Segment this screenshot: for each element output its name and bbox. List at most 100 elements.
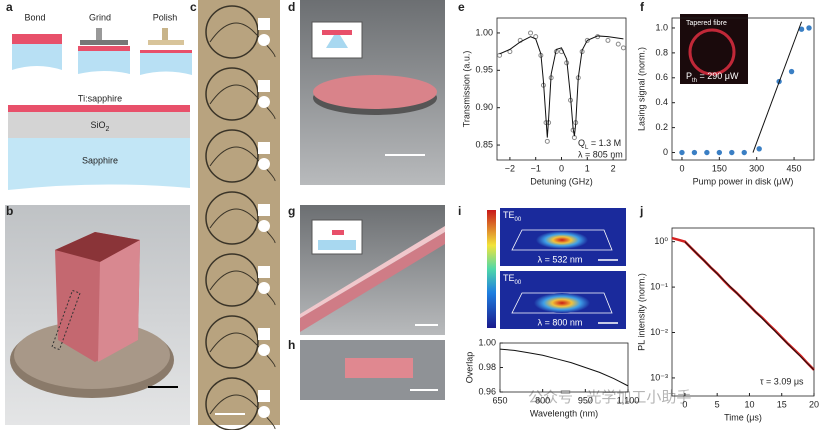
- x-tick-label: 15: [777, 399, 787, 409]
- x-tick-label: 800: [535, 395, 550, 405]
- panel-label: b: [6, 204, 13, 218]
- x-axis-label: Time (μs): [724, 412, 762, 422]
- layer: [8, 112, 190, 138]
- annotation: L: [585, 145, 589, 151]
- panel-b: [5, 205, 190, 425]
- ring: [205, 377, 259, 430]
- panel-h: [300, 340, 445, 400]
- inset-shape: [332, 230, 344, 235]
- layer: [12, 34, 62, 44]
- y-tick-label: 0.90: [475, 102, 493, 112]
- pad: [258, 328, 270, 340]
- data-point: [497, 52, 503, 58]
- inset-shape: [318, 240, 356, 250]
- waveguide: [209, 84, 276, 120]
- waveguide: [209, 394, 276, 430]
- data-point: [615, 41, 621, 47]
- watermark: 公众号 · 光学加工小助手: [528, 389, 691, 406]
- x-tick-label: 1,100: [617, 395, 640, 405]
- layer-label: SiO: [91, 120, 106, 130]
- pad: [258, 390, 270, 402]
- waveguide: [209, 332, 276, 368]
- x-tick-label: 950: [578, 395, 593, 405]
- ring: [205, 67, 259, 121]
- ring: [205, 253, 259, 307]
- panel-label: e: [458, 0, 465, 14]
- inset-shape: [326, 35, 348, 48]
- data-point: [679, 149, 685, 156]
- x-tick-label: 1: [585, 163, 590, 173]
- x-tick-label: 0: [682, 399, 687, 409]
- plot-frame: [499, 342, 629, 393]
- data-point: [584, 37, 590, 43]
- y-tick-label: 0.85: [475, 139, 493, 149]
- data-point: [704, 149, 710, 156]
- disk: [313, 75, 437, 109]
- ring: [205, 5, 259, 59]
- annotation: = 1.3 M: [588, 138, 621, 148]
- y-tick-label: 10⁻³: [650, 372, 668, 382]
- layer-label: 2: [106, 126, 110, 133]
- inset-photo: Tapered fibre Pth = 290 μW: [680, 14, 748, 84]
- y-axis-label: PL intensity (norm.): [636, 273, 646, 351]
- data-point: [788, 68, 795, 75]
- y-tick-label: 1.0: [655, 22, 668, 32]
- layer-label: Ti:sapphire: [78, 93, 122, 103]
- data-point: [528, 30, 534, 36]
- waveguide: [209, 270, 276, 306]
- inset-label: P: [686, 71, 692, 81]
- data-point: [691, 149, 698, 156]
- y-tick-label: 0: [663, 147, 668, 157]
- data-line: [499, 35, 624, 138]
- mode-label: TE00: [503, 273, 522, 285]
- x-tick-label: 2: [611, 163, 616, 173]
- ring: [688, 28, 736, 76]
- step-label: Bond: [24, 12, 45, 22]
- layer: [78, 51, 130, 74]
- y-tick-label: 10⁰: [654, 236, 668, 246]
- panel-label: f: [640, 0, 645, 14]
- mode-label: 00: [515, 217, 522, 223]
- y-tick-label: 0.6: [655, 72, 668, 82]
- y-tick-label: 1.00: [475, 27, 493, 37]
- inset-label: = 290 μW: [697, 71, 739, 81]
- mode-label: 00: [515, 280, 522, 286]
- data-point: [605, 37, 611, 43]
- step-label: Polish: [153, 12, 178, 22]
- pad: [258, 34, 270, 46]
- y-tick-label: 0.98: [478, 362, 496, 372]
- waveguide: [209, 208, 276, 244]
- panel-a: Bond Grind Polish Ti:sapphire SiO2 Sapph…: [8, 12, 192, 190]
- y-tick-label: 0.95: [475, 65, 493, 75]
- tool: [148, 40, 184, 45]
- mode-label: TE: [503, 210, 515, 220]
- waveguide: [345, 358, 413, 378]
- panel-label: j: [639, 204, 643, 218]
- layer: [8, 138, 190, 190]
- step-label: Grind: [89, 12, 111, 22]
- layer: [8, 105, 190, 112]
- data-point: [716, 149, 723, 156]
- data-point: [756, 146, 762, 152]
- waveguide: [209, 22, 276, 58]
- data-point: [798, 26, 805, 32]
- layer: [78, 46, 130, 51]
- pad: [258, 204, 270, 216]
- x-tick-label: 0: [559, 163, 564, 173]
- pad: [258, 18, 270, 30]
- tool: [162, 28, 168, 40]
- layer: [140, 53, 192, 75]
- plot-frame: [671, 227, 815, 397]
- panel-i: TE00 λ = 532 nm TE00 λ = 800 nm: [487, 208, 626, 329]
- x-tick-label: 10: [744, 399, 754, 409]
- panel-g: [300, 205, 445, 335]
- x-tick-label: −2: [505, 163, 515, 173]
- annotation: Q: [578, 138, 585, 148]
- waveguide: [209, 146, 276, 182]
- annotation: QL = 1.3 M: [578, 138, 621, 150]
- annotation: λ = 805 nm: [578, 149, 623, 159]
- mode-label: TE00: [503, 210, 522, 222]
- pad: [258, 220, 270, 232]
- pad: [258, 282, 270, 294]
